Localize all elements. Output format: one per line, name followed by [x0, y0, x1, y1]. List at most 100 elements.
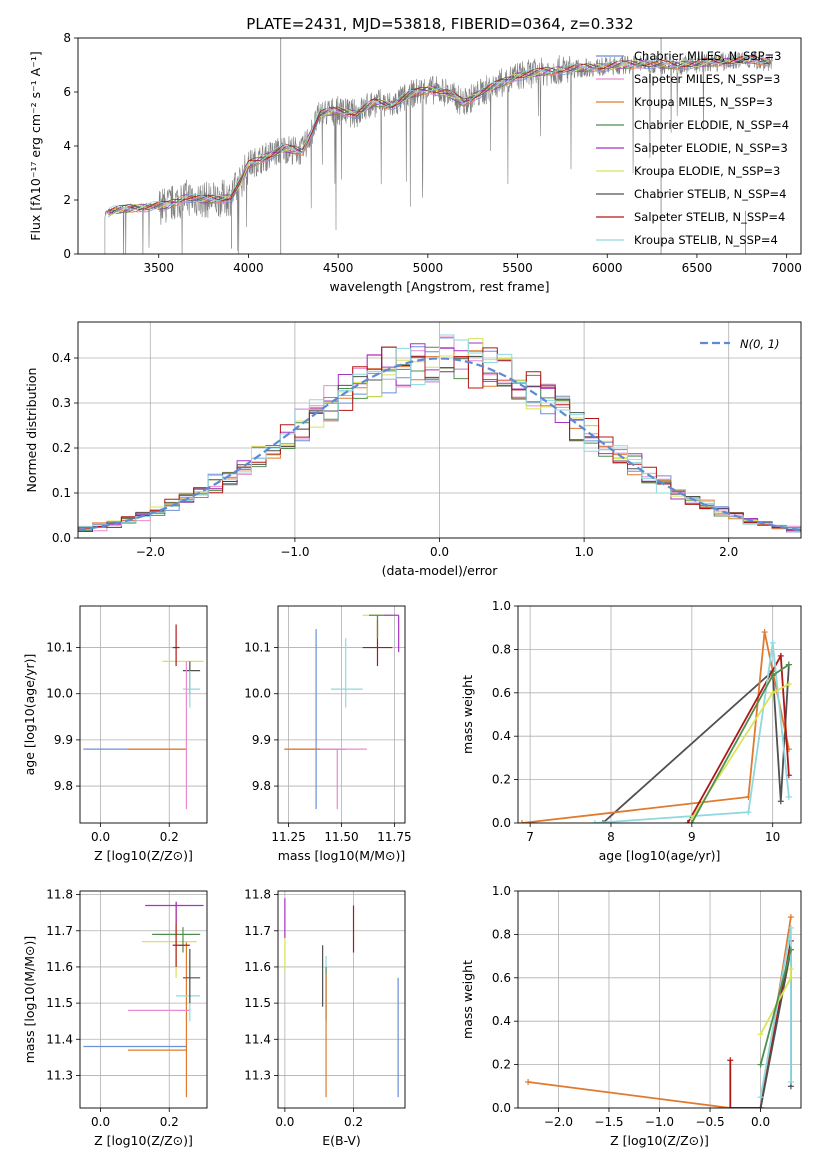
y-tick-label: 0.1: [52, 486, 71, 500]
normal-curve: [78, 357, 801, 532]
weight-line-kroupa-stelib: [594, 642, 790, 823]
y-tick-label: 11.6: [46, 960, 73, 974]
x-tick-label: 11.50: [324, 830, 358, 844]
y-tick-label: 0.3: [52, 396, 71, 410]
plot-residuals: −2.0 −1.0 0.0 1.0 2.0 0.0 0.1 0.2 0.3 0.4 (data-mo…: [24, 321, 802, 578]
x-axis-label: Z [log10(Z/Z⊙)]: [94, 848, 193, 863]
y-tick-label: 11.3: [46, 1068, 73, 1082]
x-tick-label: −1.5: [594, 1115, 623, 1129]
y-tick-label: 0.2: [492, 773, 511, 787]
y-tick-label: 11.4: [46, 1032, 73, 1046]
plot-area-age_vs_Z: [80, 606, 207, 823]
y-tick-label: 9.8: [54, 779, 73, 793]
x-tick-label: 1.0: [575, 545, 594, 559]
plot-area-spectrum: [104, 38, 773, 254]
x-tick-label: 0.2: [344, 1115, 363, 1129]
x-tick-label: 6500: [682, 261, 713, 275]
y-axis-label: Normed distribution: [24, 368, 39, 493]
y-axis-label: mass [log10(M/M⊙)]: [22, 936, 37, 1064]
plot-area-mass_vs_Z: [80, 891, 207, 1108]
y-tick-label: 10.1: [46, 641, 73, 655]
plot-age_vs_Z: 0.0 0.2 9.8 9.9 10.0 10.1 Z [log10(Z/Z⊙)] age […: [22, 605, 208, 863]
y-axis-label: age [log10(age/yr)]: [22, 654, 37, 776]
y-axis-label: mass weight: [460, 960, 475, 1039]
y-tick-label: 11.7: [46, 924, 73, 938]
x-tick-label: 6000: [592, 261, 623, 275]
y-tick-label: 10.0: [244, 687, 271, 701]
y-tick-label: 0.4: [492, 729, 511, 743]
y-tick-label: 9.9: [252, 733, 271, 747]
y-tick-label: 9.9: [54, 733, 73, 747]
x-tick-label: 10: [765, 830, 780, 844]
x-tick-label: 8: [607, 830, 615, 844]
x-tick-label: 4000: [233, 261, 264, 275]
y-axis-label: mass weight: [460, 675, 475, 754]
x-tick-label: 0.0: [91, 830, 110, 844]
x-axis-label: wavelength [Angstrom, rest frame]: [329, 279, 549, 294]
y-tick-label: 6: [63, 85, 71, 99]
x-tick-label: 0.2: [160, 830, 179, 844]
x-tick-label: −2.0: [136, 545, 165, 559]
legend-label: Kroupa ELODIE, N_SSP=3: [634, 164, 780, 178]
plot-area-mass_weight_vs_Z: [518, 891, 801, 1108]
y-tick-label: 11.8: [46, 888, 73, 902]
y-tick-label: 0.4: [492, 1014, 511, 1028]
x-axis-label: age [log10(age/yr)]: [599, 848, 721, 863]
y-tick-label: 0.6: [492, 686, 511, 700]
y-tick-label: 11.8: [244, 888, 271, 902]
x-tick-label: 11.75: [377, 830, 411, 844]
axes-frame: [77, 37, 802, 255]
plot-mass_vs_ebv: 0.0 0.2 11.3 11.4 11.5 11.6 11.7 11.8 E(B-V): [244, 888, 406, 1148]
axes-frame: [517, 605, 802, 824]
y-tick-label: 0.0: [492, 1101, 511, 1115]
weight-line-kroupa-stelib: [759, 927, 792, 1098]
y-tick-label: 11.4: [244, 1032, 271, 1046]
x-tick-label: −0.5: [695, 1115, 724, 1129]
x-tick-label: 4500: [323, 261, 354, 275]
x-tick-label: −1.0: [645, 1115, 674, 1129]
x-tick-label: 0.0: [430, 545, 449, 559]
x-tick-label: 2.0: [719, 545, 738, 559]
axes-frame: [79, 890, 208, 1109]
y-tick-label: 1.0: [492, 599, 511, 613]
model-line-kroupa-stelib: [108, 55, 769, 210]
plot-area-mass_weight_vs_age: [518, 606, 801, 823]
x-tick-label: 0.2: [160, 1115, 179, 1129]
plot-area-residuals: [78, 322, 801, 538]
x-axis-label: E(B-V): [322, 1133, 361, 1148]
y-tick-label: 4: [63, 139, 71, 153]
plot-spectrum: 3500 4000 4500 5000 5500 6000 6500 7000 0 2 4 6 8 wav…: [28, 31, 802, 294]
plot-mass_weight_vs_Z: −2.0 −1.5 −1.0 −0.5 0.0 0.0 0.2 0.4 0.6 0.8 1.0 Z […: [460, 884, 802, 1148]
y-tick-label: 8: [63, 31, 71, 45]
legend-label: Chabrier ELODIE, N_SSP=4: [634, 118, 789, 132]
y-tick-label: 0.8: [492, 927, 511, 941]
y-tick-label: 9.8: [252, 779, 271, 793]
y-tick-label: 11.3: [244, 1068, 271, 1082]
model-line-kroupa-miles: [108, 57, 769, 213]
x-axis-label: Z [log10(Z/Z⊙)]: [610, 1133, 709, 1148]
y-tick-label: 10.1: [244, 641, 271, 655]
model-line-chabrier-stelib: [108, 55, 769, 216]
x-axis-label: Z [log10(Z/Z⊙)]: [94, 1133, 193, 1148]
y-tick-label: 0.2: [52, 441, 71, 455]
x-tick-label: 11.25: [271, 830, 305, 844]
x-tick-label: 9: [688, 830, 696, 844]
legend-label: Kroupa MILES, N_SSP=3: [634, 95, 773, 109]
y-tick-label: 11.5: [244, 996, 271, 1010]
legend-label: Salpeter MILES, N_SSP=3: [634, 72, 780, 86]
y-tick-label: 11.7: [244, 924, 271, 938]
x-tick-label: 5500: [502, 261, 533, 275]
weight-line-chabrier-stelib: [759, 949, 792, 1108]
figure-title: PLATE=2431, MJD=53818, FIBERID=0364, z=0…: [246, 15, 633, 33]
axes-frame: [79, 605, 208, 824]
legend-label: N(0, 1): [740, 337, 780, 351]
y-tick-label: 11.5: [46, 996, 73, 1010]
x-tick-label: 7000: [771, 261, 802, 275]
y-tick-label: 11.6: [244, 960, 271, 974]
legend-label: Chabrier STELIB, N_SSP=4: [634, 187, 786, 201]
y-axis-label: Flux [fλ10⁻¹⁷ erg cm⁻² s⁻¹ A⁻¹]: [28, 51, 43, 240]
y-tick-label: 0.0: [52, 531, 71, 545]
plot-mass_weight_vs_age: 7 8 9 10 0.0 0.2 0.4 0.6 0.8 1.0 age [log10(age/yr…: [460, 599, 802, 863]
x-tick-label: 0.0: [751, 1115, 770, 1129]
